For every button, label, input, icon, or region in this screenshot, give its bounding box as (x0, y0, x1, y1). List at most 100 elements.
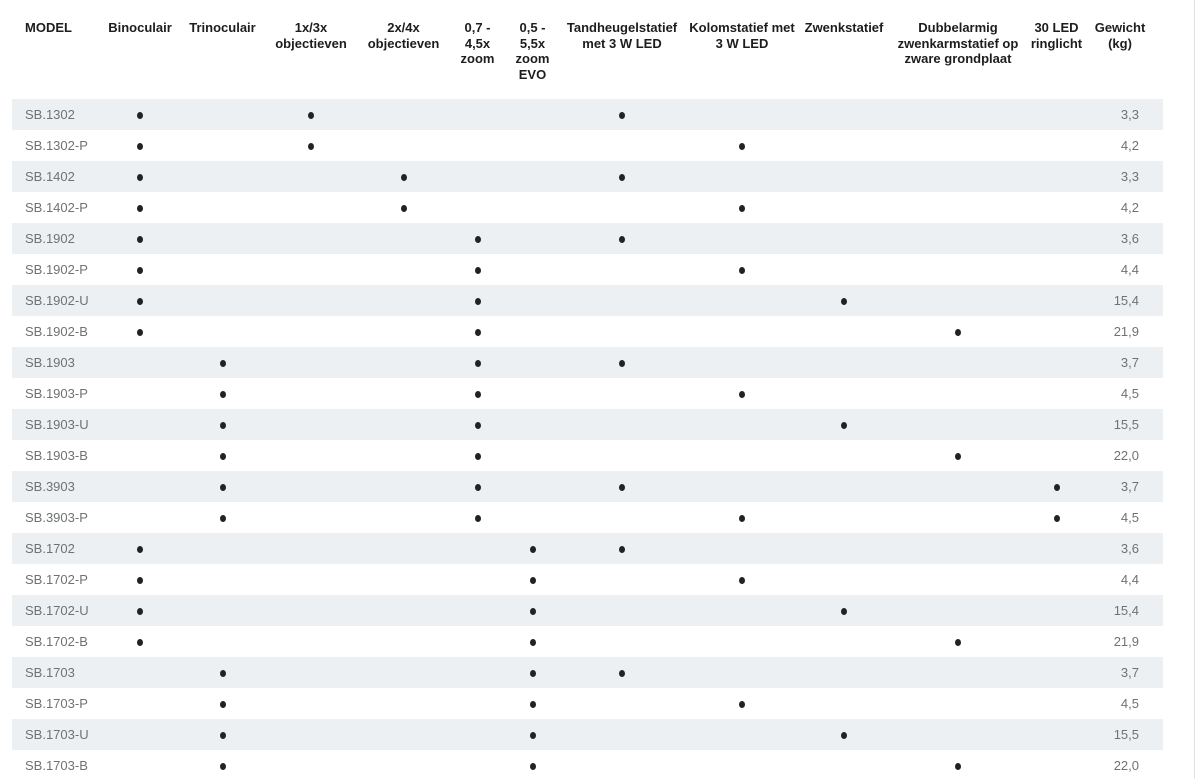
feature-cell (505, 564, 560, 595)
feature-cell (265, 409, 357, 440)
feature-dot-icon (841, 608, 847, 616)
feature-cell (800, 750, 888, 779)
feature-cell (100, 223, 180, 254)
column-header-0-5-5-5x-zoom-evo: 0,5 - 5,5x zoom EVO (515, 20, 550, 82)
feature-cell (560, 99, 684, 130)
model-cell: SB.3903 (25, 479, 75, 494)
feature-dot-icon (474, 422, 481, 430)
feature-cell (450, 719, 505, 750)
feature-cell (450, 316, 505, 347)
table-row: SB.1402-P 4,2 (12, 192, 1163, 223)
table-row: SB.1902-U 15,4 (12, 285, 1163, 316)
feature-cell (505, 161, 560, 192)
feature-cell (450, 471, 505, 502)
feature-cell (560, 657, 684, 688)
feature-cell (1028, 719, 1085, 750)
feature-dot-icon (841, 422, 847, 430)
model-cell: SB.1702 (25, 541, 75, 556)
weight-cell: 3,6 (1120, 541, 1139, 556)
feature-cell (265, 719, 357, 750)
feature-cell (888, 533, 1028, 564)
feature-cell (180, 223, 265, 254)
feature-cell (450, 254, 505, 285)
feature-cell (560, 564, 684, 595)
feature-cell (265, 223, 357, 254)
feature-cell (888, 254, 1028, 285)
feature-cell (450, 564, 505, 595)
feature-cell (800, 657, 888, 688)
feature-dot-icon (308, 143, 314, 151)
model-cell: SB.3903-P (25, 510, 88, 525)
feature-cell (684, 254, 800, 285)
feature-dot-icon (739, 267, 745, 275)
feature-cell (800, 378, 888, 409)
feature-cell (357, 502, 450, 533)
feature-dot-icon (137, 577, 143, 585)
feature-cell (265, 595, 357, 626)
feature-cell (505, 471, 560, 502)
feature-cell (450, 99, 505, 130)
feature-dot-icon (619, 670, 625, 678)
feature-cell (357, 130, 450, 161)
feature-dot-icon (308, 112, 314, 120)
feature-cell (1028, 564, 1085, 595)
model-cell: SB.1402 (25, 169, 75, 184)
table-row: SB.1703 3,7 (12, 657, 1163, 688)
feature-cell (100, 564, 180, 595)
feature-cell (505, 409, 560, 440)
feature-cell (265, 688, 357, 719)
feature-cell (100, 378, 180, 409)
column-header-dubbelarmig-zwenkarmstatief-op-zware-grondplaat: Dubbelarmig zwenkarmstatief op zware gro… (897, 20, 1019, 66)
feature-dot-icon (529, 608, 536, 616)
feature-cell (684, 316, 800, 347)
feature-cell (888, 130, 1028, 161)
column-header-gewicht-kg: Gewicht (kg) (1094, 20, 1146, 51)
model-cell: SB.1902-P (25, 262, 88, 277)
feature-cell (265, 626, 357, 657)
feature-cell (1028, 223, 1085, 254)
feature-cell (888, 192, 1028, 223)
feature-dot-icon (529, 546, 536, 554)
weight-cell: 3,7 (1120, 355, 1139, 370)
table-row: SB.1903-P 4,5 (12, 378, 1163, 409)
feature-cell (180, 347, 265, 378)
model-cell: SB.1903 (25, 355, 75, 370)
feature-dot-icon (219, 453, 226, 461)
feature-cell (1028, 688, 1085, 719)
feature-dot-icon (529, 670, 536, 678)
feature-cell (357, 657, 450, 688)
feature-cell (1028, 378, 1085, 409)
feature-cell (100, 409, 180, 440)
feature-dot-icon (529, 701, 536, 709)
feature-cell (560, 223, 684, 254)
table-row: SB.1302-P 4,2 (12, 130, 1163, 161)
feature-cell (1028, 99, 1085, 130)
feature-cell (888, 161, 1028, 192)
table-row: SB.1902 3,6 (12, 223, 1163, 254)
feature-dot-icon (619, 484, 625, 492)
feature-dot-icon (137, 639, 143, 647)
weight-cell: 4,2 (1120, 138, 1139, 153)
feature-cell (100, 316, 180, 347)
feature-cell (684, 378, 800, 409)
feature-dot-icon (739, 205, 745, 213)
table-row: SB.1703-B 22,0 (12, 750, 1163, 779)
feature-cell (1028, 316, 1085, 347)
feature-dot-icon (955, 763, 961, 771)
weight-cell: 3,3 (1120, 107, 1139, 122)
feature-cell (180, 99, 265, 130)
feature-cell (1028, 161, 1085, 192)
feature-cell (450, 750, 505, 779)
feature-cell (888, 378, 1028, 409)
feature-cell (180, 316, 265, 347)
table-row: SB.1903-B 22,0 (12, 440, 1163, 471)
feature-cell (450, 161, 505, 192)
feature-cell (100, 440, 180, 471)
feature-cell (800, 316, 888, 347)
model-cell: SB.1903-B (25, 448, 88, 463)
weight-cell: 4,4 (1120, 572, 1139, 587)
feature-cell (180, 595, 265, 626)
feature-cell (100, 502, 180, 533)
feature-cell (180, 502, 265, 533)
feature-cell (100, 192, 180, 223)
